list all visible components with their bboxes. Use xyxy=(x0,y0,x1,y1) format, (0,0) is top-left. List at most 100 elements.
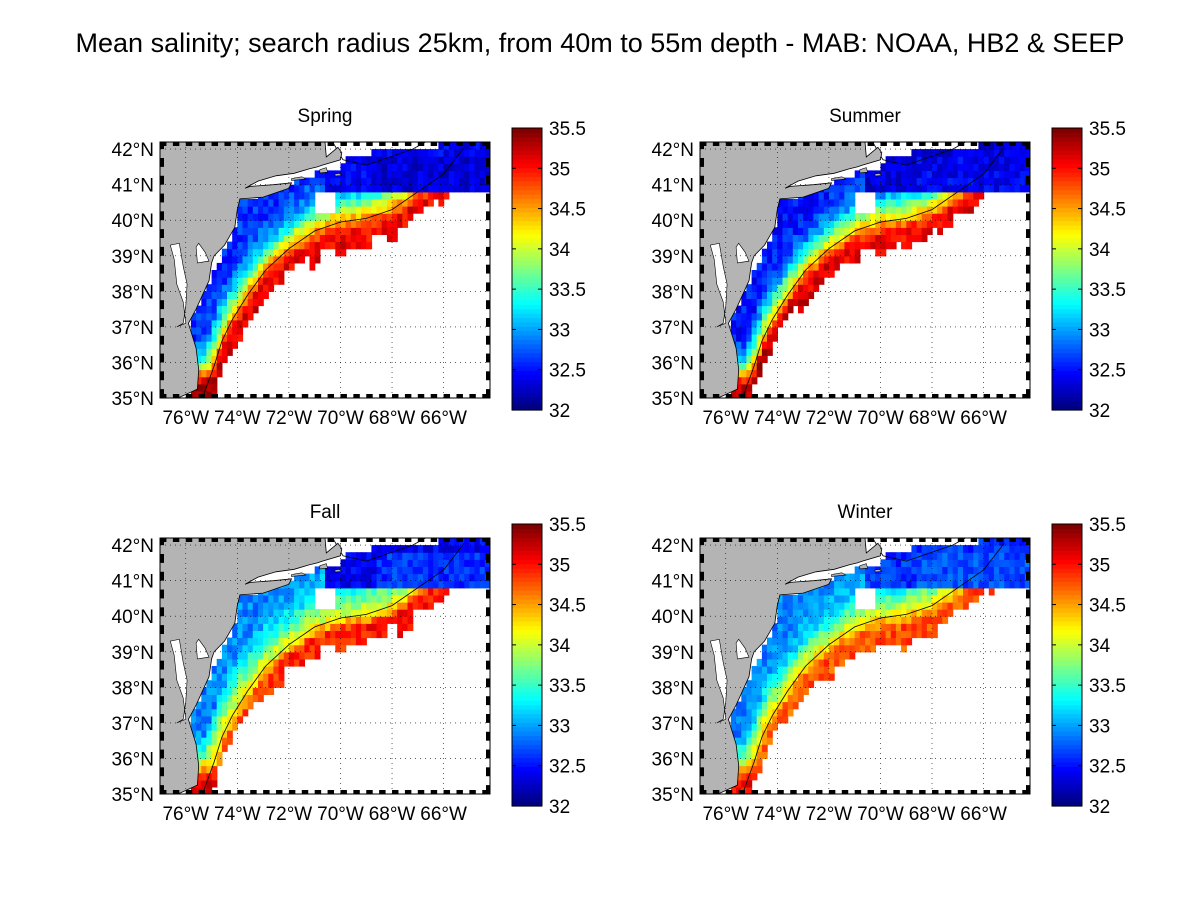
colorbar-swatch xyxy=(1052,180,1082,186)
colorbar-swatch xyxy=(512,757,542,763)
colorbar-swatch xyxy=(1052,783,1082,789)
salinity-cell xyxy=(366,594,373,603)
salinity-cell xyxy=(288,616,295,624)
salinity-cell xyxy=(999,580,1005,589)
frame-segment xyxy=(700,353,704,363)
salinity-cell xyxy=(736,362,742,371)
salinity-cell xyxy=(1004,184,1010,193)
salinity-cell xyxy=(875,177,882,186)
salinity-cell xyxy=(335,644,342,653)
salinity-cell xyxy=(880,163,887,171)
salinity-cell xyxy=(932,630,938,639)
salinity-cell xyxy=(906,227,913,235)
salinity-cell xyxy=(1014,538,1021,546)
salinity-cell xyxy=(273,651,280,660)
salinity-cell xyxy=(247,666,254,674)
salinity-cell xyxy=(288,220,295,228)
salinity-cell xyxy=(330,616,336,624)
salinity-cell xyxy=(782,220,789,228)
salinity-cell xyxy=(808,637,815,646)
salinity-cell xyxy=(870,580,876,589)
salinity-cell xyxy=(412,587,419,596)
salinity-cell xyxy=(392,177,398,186)
salinity-cell xyxy=(283,198,290,207)
salinity-cell xyxy=(828,623,835,631)
colorbar-tick-label: 32 xyxy=(1089,797,1110,818)
salinity-cell xyxy=(885,177,892,186)
salinity-cell xyxy=(211,779,218,788)
colorbar-tick-label: 35.5 xyxy=(549,515,586,536)
y-tick-label: 41°N xyxy=(652,572,694,593)
salinity-cell xyxy=(978,184,985,193)
frame-segment xyxy=(486,389,490,398)
salinity-cell xyxy=(921,609,928,617)
salinity-cell xyxy=(258,284,264,292)
x-tick-label: 74°W xyxy=(754,408,801,429)
salinity-cell xyxy=(782,666,789,674)
salinity-cell xyxy=(947,206,954,214)
salinity-cell xyxy=(252,623,259,631)
salinity-cell xyxy=(227,637,233,646)
colorbar-swatch xyxy=(512,176,542,182)
salinity-cell xyxy=(371,594,378,603)
salinity-cell xyxy=(340,198,347,207)
frame-segment xyxy=(211,790,219,794)
frame-segment xyxy=(486,589,490,599)
colorbar-swatch xyxy=(512,524,542,530)
salinity-cell xyxy=(386,609,393,617)
salinity-cell xyxy=(849,630,856,639)
colorbar-swatch xyxy=(512,352,542,358)
salinity-cell xyxy=(808,623,815,631)
frame-segment xyxy=(1022,142,1029,146)
salinity-cell xyxy=(1009,566,1016,575)
salinity-cell xyxy=(309,177,316,186)
salinity-cell xyxy=(407,545,414,553)
salinity-cell xyxy=(309,616,316,624)
colorbar-swatch xyxy=(512,370,542,376)
salinity-cell xyxy=(828,241,835,250)
salinity-cell xyxy=(345,227,352,235)
island xyxy=(291,572,307,577)
salinity-cell xyxy=(880,234,887,243)
frame-segment xyxy=(1026,731,1030,741)
salinity-cell xyxy=(736,715,742,724)
frame-segment xyxy=(486,731,490,741)
salinity-cell xyxy=(921,184,928,193)
salinity-cell xyxy=(268,680,275,688)
salinity-cell xyxy=(366,580,373,589)
salinity-cell xyxy=(273,623,280,631)
salinity-cell xyxy=(386,602,393,610)
salinity-cell xyxy=(314,248,321,257)
salinity-cell xyxy=(412,602,419,610)
salinity-cell xyxy=(299,651,305,660)
salinity-cell xyxy=(299,658,305,667)
salinity-cell xyxy=(761,341,768,349)
salinity-cell xyxy=(237,213,244,221)
salinity-cell xyxy=(330,177,336,186)
colorbar-swatch xyxy=(512,572,542,578)
salinity-cell xyxy=(823,644,830,653)
salinity-cell xyxy=(474,538,481,546)
salinity-cell xyxy=(479,552,486,560)
salinity-cell xyxy=(319,234,326,243)
salinity-cell xyxy=(792,213,799,221)
colorbar-swatch xyxy=(1052,383,1082,389)
salinity-cell xyxy=(916,566,923,575)
salinity-cell xyxy=(211,772,218,781)
salinity-cell xyxy=(741,744,748,752)
colorbar-swatch xyxy=(512,704,542,710)
colorbar-swatch xyxy=(512,304,542,310)
salinity-cell xyxy=(242,234,249,243)
salinity-cell xyxy=(741,326,748,335)
salinity-cell xyxy=(963,566,969,575)
salinity-cell xyxy=(350,602,357,610)
salinity-cell xyxy=(206,348,213,356)
salinity-cell xyxy=(746,341,753,349)
salinity-cell xyxy=(787,262,794,271)
salinity-cell xyxy=(345,184,352,193)
salinity-cell xyxy=(880,170,887,179)
salinity-cell xyxy=(937,616,943,624)
salinity-cell xyxy=(911,559,918,567)
frame-segment xyxy=(983,538,991,542)
salinity-cell xyxy=(772,305,778,314)
